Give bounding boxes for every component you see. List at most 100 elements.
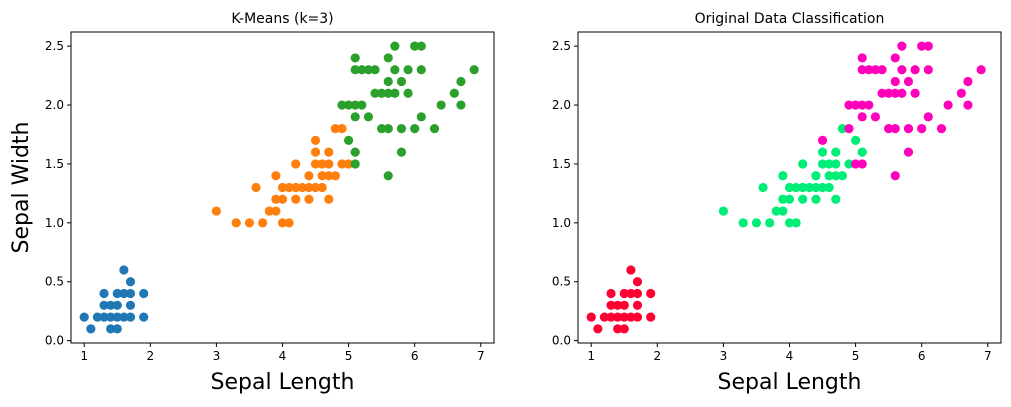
data-point: [456, 100, 466, 110]
data-point: [831, 147, 841, 157]
data-point: [903, 124, 914, 134]
data-point: [416, 65, 426, 75]
data-point: [383, 76, 393, 87]
x-tick-label: 1: [80, 349, 88, 363]
x-tick-label: 3: [213, 349, 221, 363]
x-tick-label: 7: [984, 349, 992, 363]
data-point: [824, 171, 834, 181]
data-point: [778, 194, 788, 204]
data-point: [606, 288, 616, 299]
chart-title: Original Data Classification: [695, 11, 885, 27]
data-point: [310, 147, 321, 157]
data-point: [963, 76, 973, 87]
data-point: [277, 194, 288, 204]
data-point: [824, 159, 834, 169]
data-point: [844, 159, 854, 169]
data-point: [416, 112, 426, 122]
y-tick-label: 2.5: [552, 39, 571, 53]
data-point: [791, 218, 801, 228]
data-point: [350, 100, 360, 110]
data-point: [613, 300, 623, 310]
y-tick-label: 1.5: [552, 157, 571, 171]
data-point: [943, 100, 953, 110]
data-point: [864, 65, 874, 75]
y-tick-label: 1.0: [45, 216, 64, 230]
data-point: [112, 312, 122, 322]
data-point: [390, 88, 400, 98]
series-3: [817, 41, 986, 181]
data-point: [857, 159, 867, 169]
data-point: [277, 218, 288, 228]
data-point: [599, 312, 610, 322]
data-point: [469, 65, 479, 75]
data-point: [324, 194, 334, 204]
data-point: [890, 88, 900, 98]
data-point: [850, 159, 861, 169]
data-point: [626, 312, 636, 322]
data-point: [837, 171, 847, 181]
data-point: [119, 312, 129, 322]
data-point: [317, 182, 327, 193]
data-point: [317, 159, 327, 169]
data-point: [330, 124, 340, 134]
data-point: [897, 65, 907, 75]
data-point: [383, 88, 393, 98]
data-point: [436, 100, 446, 110]
y-tick-label: 2.5: [45, 39, 64, 53]
data-point: [337, 124, 347, 134]
data-point: [758, 182, 768, 193]
data-point: [357, 100, 367, 110]
x-tick-label: 5: [345, 349, 353, 363]
data-point: [106, 324, 116, 334]
data-point: [619, 312, 629, 322]
chart-2: Original Data Classification 1 2 3 4 5 6 7 0.0 0.…: [552, 11, 1002, 395]
data-point: [112, 288, 122, 299]
data-point: [297, 182, 307, 193]
data-point: [606, 312, 616, 322]
y-tick-label: 2.0: [552, 98, 571, 112]
data-point: [804, 182, 814, 193]
data-point: [231, 218, 241, 228]
data-point: [784, 194, 795, 204]
data-point: [317, 171, 327, 181]
data-point: [79, 312, 89, 322]
data-point: [884, 88, 894, 98]
data-point: [403, 65, 413, 75]
data-point: [350, 159, 360, 169]
data-point: [383, 171, 393, 181]
data-point: [751, 218, 762, 228]
data-point: [264, 206, 274, 216]
chart-1: K-Means (k=3) 1 2 3 4 5 6 7 0.0 0.5 1.0 1.5 2.0 2.5 Se…: [9, 11, 495, 395]
data-point: [857, 112, 867, 122]
data-point: [377, 124, 387, 134]
data-point: [112, 300, 122, 310]
series-2: [718, 124, 867, 228]
series-1: [586, 265, 656, 334]
data-point: [350, 53, 360, 63]
y-tick-label: 2.0: [45, 98, 64, 112]
data-point: [976, 65, 986, 75]
data-point: [383, 53, 393, 63]
x-tick-label: 6: [411, 349, 419, 363]
data-point: [956, 88, 966, 98]
data-point: [363, 112, 374, 122]
data-point: [396, 147, 407, 157]
data-point: [357, 65, 367, 75]
data-point: [798, 159, 808, 169]
y-tick-label: 1.0: [552, 216, 571, 230]
data-point: [877, 88, 887, 98]
data-point: [350, 65, 360, 75]
data-point: [831, 159, 841, 169]
data-point: [390, 41, 400, 51]
data-point: [850, 100, 861, 110]
data-point: [903, 147, 914, 157]
data-point: [811, 194, 821, 204]
data-point: [211, 206, 222, 216]
data-point: [258, 218, 268, 228]
data-point: [350, 147, 360, 157]
y-tick-label: 0.5: [552, 275, 571, 289]
x-tick-label: 6: [918, 349, 926, 363]
data-point: [864, 100, 874, 110]
